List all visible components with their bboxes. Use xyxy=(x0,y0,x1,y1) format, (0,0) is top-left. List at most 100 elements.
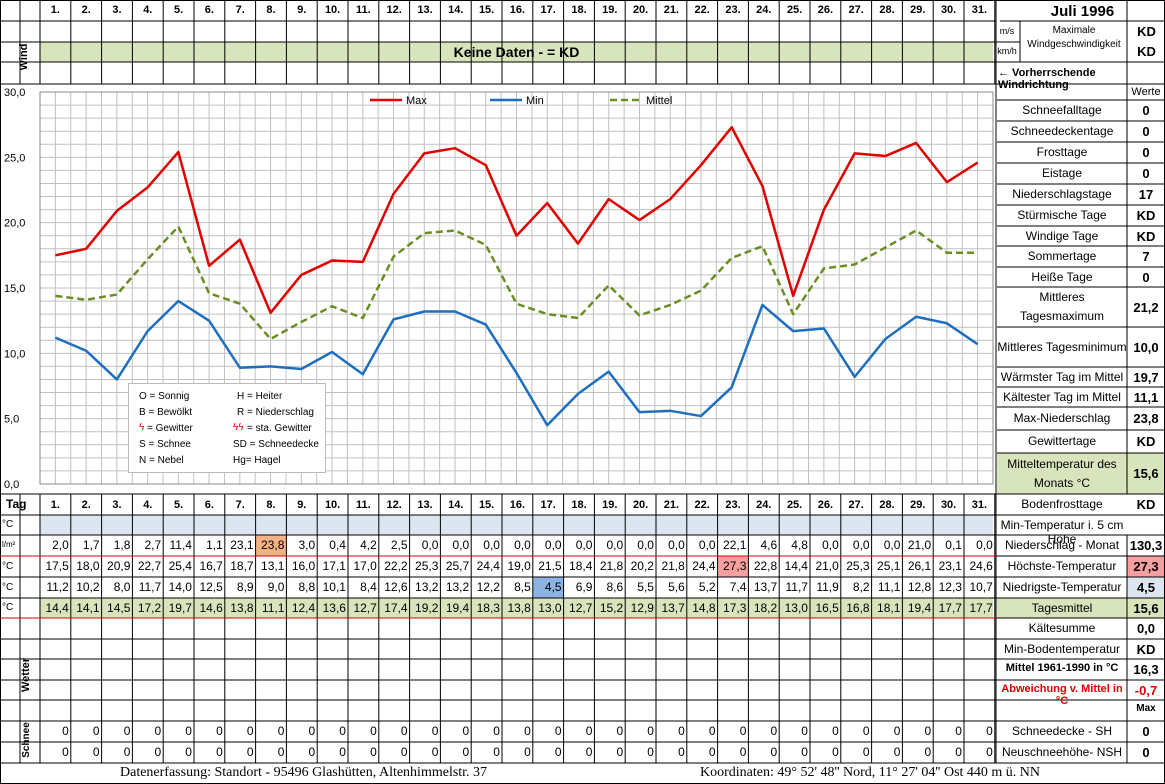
snow-depth-cell: 0 xyxy=(708,724,716,738)
mean-temp-cell: 18,3 xyxy=(476,601,500,615)
day-header-table: 14. xyxy=(448,499,464,511)
day-header: 10. xyxy=(324,4,341,16)
new-snow-cell: 0 xyxy=(770,745,778,759)
precip-cell: 2,5 xyxy=(390,538,408,552)
min-temp-cell: 13,2 xyxy=(415,580,439,594)
stat-label: Stürmische Tage xyxy=(1017,208,1107,222)
new-snow-cell: 0 xyxy=(308,745,316,759)
day-header-table: 25. xyxy=(786,499,803,511)
no-data-banner: Keine Daten - = KD xyxy=(453,44,580,60)
day-header: 11. xyxy=(356,4,371,16)
legend-heiter: H = Heiter xyxy=(237,391,283,402)
day-header: 13. xyxy=(417,4,433,16)
min-temp-cell: 11,7 xyxy=(785,580,808,594)
day-header-table: 6. xyxy=(204,499,214,511)
summary-label: Neuschneehöhe- NSH xyxy=(1001,745,1123,759)
mean-temp-cell: 14,6 xyxy=(199,601,223,615)
day-header-table: 3. xyxy=(112,499,122,511)
day-header-table: 30. xyxy=(940,499,957,511)
day-header: 29. xyxy=(910,4,926,16)
wetter-label: Wetter xyxy=(20,657,32,693)
severe-thunder-icon: ϟϟ xyxy=(233,422,244,433)
day-header: 9. xyxy=(297,4,307,16)
precip-cell: 21,0 xyxy=(907,538,932,552)
mean-temp-cell: 17,4 xyxy=(384,601,408,615)
new-snow-cell: 0 xyxy=(400,745,408,759)
precip-cell: 1,1 xyxy=(206,538,223,552)
snow-depth-cell: 0 xyxy=(216,724,223,738)
precip-cell: 0,1 xyxy=(945,538,962,552)
day-header-table: 12. xyxy=(386,499,402,511)
min-temp-cell: 12,8 xyxy=(907,580,932,594)
summary-label: Min-Temperatur i. 5 cm Höhe xyxy=(1000,518,1124,546)
precip-cell: 4,6 xyxy=(760,538,778,552)
day-header-table: 10. xyxy=(324,499,341,511)
mean-temp-cell: 17,3 xyxy=(723,601,747,615)
day-header-table: 28. xyxy=(879,499,895,511)
mean-temp-cell: 19,4 xyxy=(445,601,470,615)
mean-temp-cell: 12,9 xyxy=(630,601,654,615)
min-temp-cell: 12,5 xyxy=(199,580,223,594)
mean-temp-cell: 17,7 xyxy=(969,601,993,615)
min-temp-cell: 8,6 xyxy=(606,580,624,594)
legend-hagel: Hg= Hagel xyxy=(233,455,281,466)
new-snow-cell: 0 xyxy=(708,745,716,759)
mean-temp-cell: 18,1 xyxy=(877,601,901,615)
mean-temp-cell: 12,7 xyxy=(353,601,377,615)
stats-header: Werte xyxy=(1131,86,1161,98)
new-snow-cell: 0 xyxy=(462,745,470,759)
day-header: 31. xyxy=(971,4,988,16)
new-snow-cell: 0 xyxy=(739,745,747,759)
day-header: 16. xyxy=(509,4,526,16)
max-temp-cell: 20,2 xyxy=(630,559,654,573)
max-temp-cell: 26,1 xyxy=(907,559,932,573)
summary-value: 0 xyxy=(1142,724,1150,739)
snow-depth-cell: 0 xyxy=(246,724,254,738)
day-header: 21. xyxy=(663,4,680,16)
legend-label: Mittel xyxy=(646,95,672,107)
snow-depth-cell: 0 xyxy=(986,724,993,738)
day-header-table: 24. xyxy=(756,499,772,511)
month-title: Juli 1996 xyxy=(1050,3,1115,20)
max-temp-cell: 21,5 xyxy=(538,559,562,573)
max-temp-cell: 18,0 xyxy=(76,559,100,573)
new-snow-cell: 0 xyxy=(616,745,624,759)
snow-depth-cell: 0 xyxy=(616,724,624,738)
day-header: 14. xyxy=(448,4,464,16)
new-snow-cell: 0 xyxy=(647,745,654,759)
day-header-table: 1. xyxy=(50,499,60,511)
stat-value: 0 xyxy=(1142,166,1150,181)
day-header-table: 23. xyxy=(725,499,741,511)
new-snow-cell: 0 xyxy=(246,745,254,759)
precip-cell: 1,7 xyxy=(82,538,100,552)
min-temp-cell: 5,2 xyxy=(698,580,716,594)
prevailing-wind-label: ← Vorherrschende Windrichtung xyxy=(998,67,1096,91)
snow-depth-cell: 0 xyxy=(154,724,162,738)
precip-cell: 0,0 xyxy=(822,538,839,552)
day-header: 28. xyxy=(879,4,895,16)
stat-label: Niederschlagstage xyxy=(1012,187,1112,201)
min-temp-cell: 11,1 xyxy=(877,580,901,594)
mean-temp-cell: 16,5 xyxy=(815,601,839,615)
snow-depth-cell: 0 xyxy=(339,724,346,738)
day-header: 2. xyxy=(81,4,91,16)
summary-label: Tagesmittel xyxy=(1031,601,1093,615)
max-temp-cell: 24,4 xyxy=(692,559,716,573)
legend-bewoelkt: B = Bewölkt xyxy=(139,407,193,418)
snow-depth-cell: 0 xyxy=(62,724,69,738)
max-temp-cell: 25,3 xyxy=(846,559,870,573)
min-temp-cell: 7,4 xyxy=(729,580,747,594)
max-temp-cell: 19,0 xyxy=(507,559,531,573)
legend-schnee: S = Schnee xyxy=(139,439,191,450)
unit-kmh: km/h xyxy=(997,46,1017,56)
new-snow-cell: 0 xyxy=(585,745,593,759)
mean-temp-cell: 19,2 xyxy=(415,601,439,615)
max-temp-cell: 22,2 xyxy=(384,559,408,573)
y-tick-label: 0,0 xyxy=(4,479,19,491)
max-temp-cell: 23,1 xyxy=(938,559,962,573)
day-header-table: 13. xyxy=(417,499,433,511)
precip-cell: 4,8 xyxy=(791,538,808,552)
stat-label: Mitteltemperatur des Monats °C xyxy=(1007,456,1117,490)
max-temp-cell: 25,4 xyxy=(168,559,192,573)
stat-value: 0 xyxy=(1142,269,1150,285)
